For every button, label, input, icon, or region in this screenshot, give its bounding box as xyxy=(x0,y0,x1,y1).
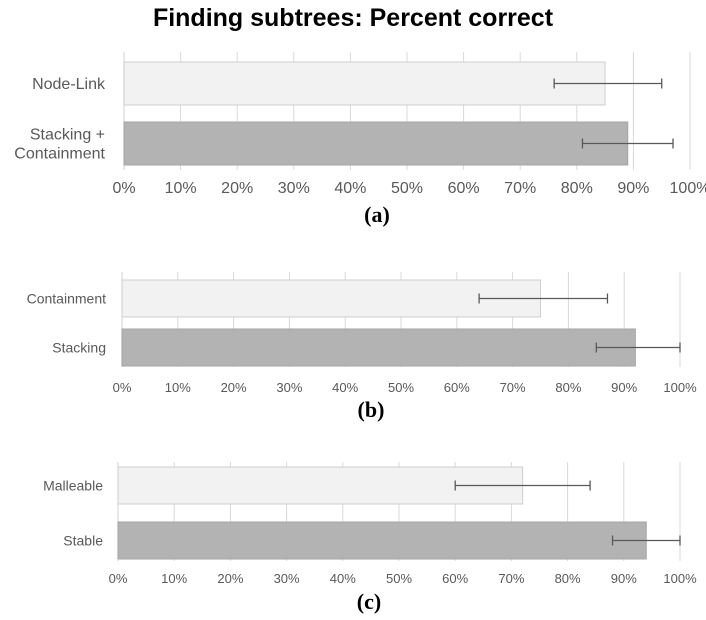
x-tick-label: 20% xyxy=(221,380,247,395)
figure-title: Finding subtrees: Percent correct xyxy=(152,4,554,32)
panel-caption: (c) xyxy=(357,589,381,614)
x-tick-label: 70% xyxy=(500,380,526,395)
bar xyxy=(123,61,606,106)
x-tick-label: 60% xyxy=(444,380,470,395)
category-label: Stacking + xyxy=(30,127,105,144)
category-label: Containment xyxy=(27,290,106,306)
x-tick-label: 80% xyxy=(555,380,581,395)
x-tick-label: 80% xyxy=(561,180,593,197)
x-tick-label: 100% xyxy=(663,571,697,586)
x-tick-label: 60% xyxy=(448,180,480,197)
x-tick-label: 90% xyxy=(617,180,649,197)
x-tick-label: 10% xyxy=(161,571,187,586)
category-label: Containment xyxy=(14,146,105,163)
category-label: Malleable xyxy=(43,477,103,493)
x-tick-label: 10% xyxy=(165,180,197,197)
x-tick-label: 40% xyxy=(334,180,366,197)
x-tick-label: 50% xyxy=(391,180,423,197)
bar xyxy=(121,279,541,318)
x-tick-label: 0% xyxy=(109,571,128,586)
x-tick-label: 20% xyxy=(217,571,243,586)
x-tick-label: 10% xyxy=(165,380,191,395)
bar xyxy=(121,328,636,367)
panel-caption: (b) xyxy=(358,397,385,422)
chart-panel-2: 0% 10% 20% 30% 40% 50% 60% 70% 80% 90% 100% Malleab… xyxy=(43,462,697,614)
x-tick-label: 70% xyxy=(504,180,536,197)
x-tick-label: 50% xyxy=(386,571,412,586)
chart-panel-0: 0% 10% 20% 30% 40% 50% 60% 70% 80% 90% 100% Node-Li… xyxy=(14,52,706,227)
category-label: Stable xyxy=(63,532,103,548)
bar xyxy=(117,521,647,560)
x-tick-label: 30% xyxy=(276,380,302,395)
x-tick-label: 0% xyxy=(113,380,132,395)
x-tick-label: 40% xyxy=(332,380,358,395)
x-tick-label: 90% xyxy=(611,571,637,586)
category-label: Stacking xyxy=(52,339,106,355)
panel-caption: (a) xyxy=(364,202,390,227)
x-tick-label: 90% xyxy=(611,380,637,395)
x-tick-label: 40% xyxy=(330,571,356,586)
x-tick-label: 100% xyxy=(670,180,706,197)
bar xyxy=(123,121,629,166)
x-tick-label: 100% xyxy=(663,380,697,395)
x-tick-label: 80% xyxy=(555,571,581,586)
chart-panel-1: 0% 10% 20% 30% 40% 50% 60% 70% 80% 90% 100% Contain… xyxy=(27,272,697,422)
category-label: Node-Link xyxy=(32,76,106,93)
x-tick-label: 60% xyxy=(442,571,468,586)
x-tick-label: 0% xyxy=(112,180,135,197)
x-tick-label: 70% xyxy=(498,571,524,586)
x-tick-label: 30% xyxy=(274,571,300,586)
x-tick-label: 50% xyxy=(388,380,414,395)
x-tick-label: 20% xyxy=(221,180,253,197)
x-tick-label: 30% xyxy=(278,180,310,197)
